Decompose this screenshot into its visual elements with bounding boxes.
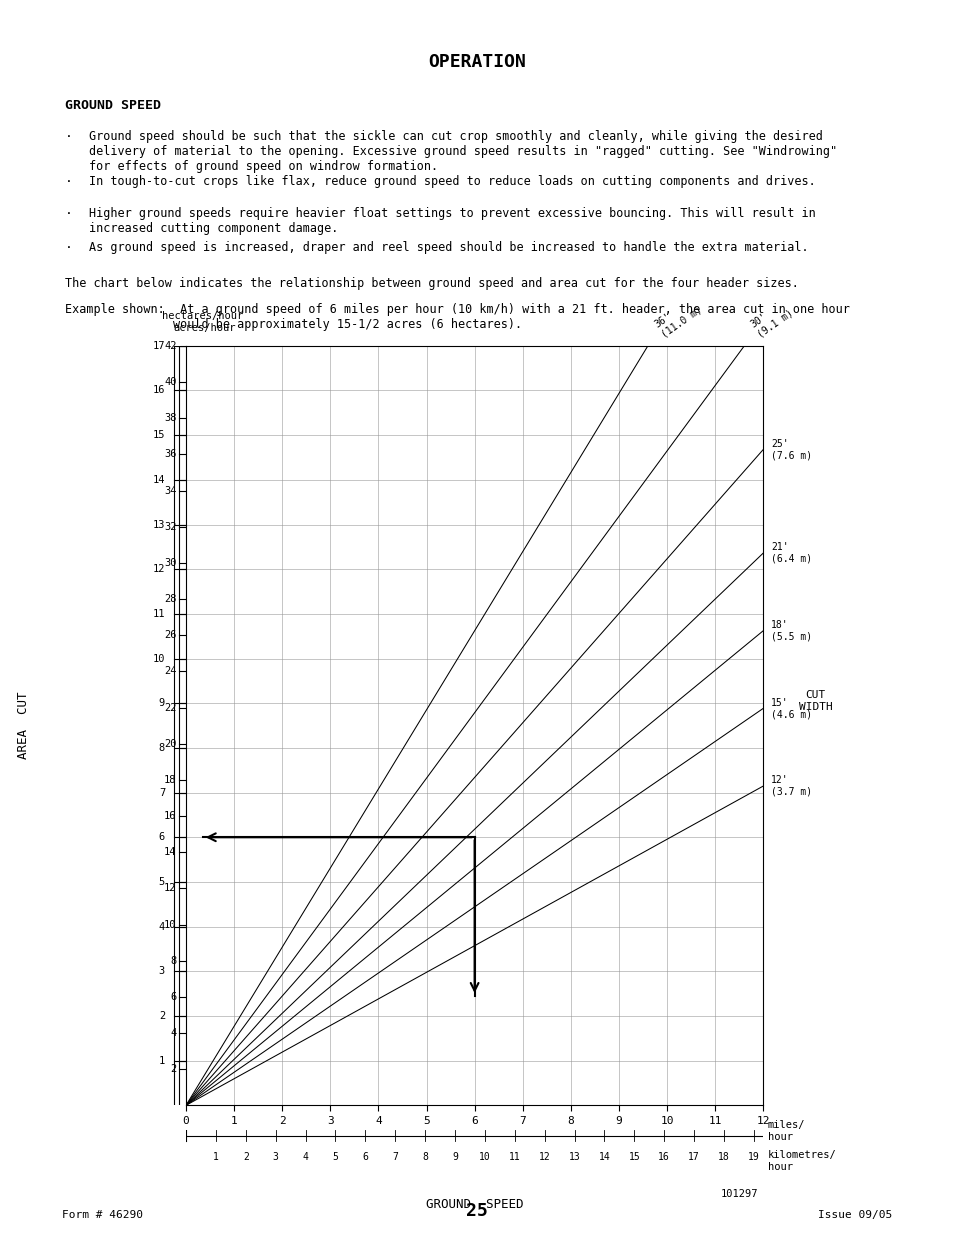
Text: 25: 25 [466, 1202, 487, 1220]
Text: 34: 34 [164, 485, 176, 495]
Text: 8: 8 [158, 743, 165, 753]
Text: 22: 22 [164, 703, 176, 713]
Text: CUT
WIDTH: CUT WIDTH [798, 690, 832, 711]
Text: 10: 10 [478, 1152, 490, 1162]
Text: 26: 26 [164, 630, 176, 640]
Text: Issue 09/05: Issue 09/05 [817, 1210, 891, 1220]
Text: 14: 14 [152, 474, 165, 485]
Text: 3: 3 [158, 966, 165, 977]
Text: 17: 17 [687, 1152, 700, 1162]
Text: Form # 46290: Form # 46290 [62, 1210, 143, 1220]
Text: 13: 13 [152, 520, 165, 530]
Text: Ground speed should be such that the sickle can cut crop smoothly and cleanly, w: Ground speed should be such that the sic… [89, 130, 836, 173]
Text: 8: 8 [422, 1152, 428, 1162]
Text: 9: 9 [158, 698, 165, 708]
Text: 14: 14 [164, 847, 176, 857]
Text: 17: 17 [152, 341, 165, 351]
Text: 4: 4 [158, 921, 165, 931]
Text: 15'
(4.6 m): 15' (4.6 m) [770, 698, 811, 719]
Text: 40: 40 [164, 377, 176, 387]
Text: 36'
(11.0 m): 36' (11.0 m) [652, 295, 702, 340]
Text: 32: 32 [164, 521, 176, 532]
Text: AREA  CUT: AREA CUT [17, 692, 30, 760]
Text: 5: 5 [158, 877, 165, 887]
Text: 11: 11 [152, 609, 165, 619]
Text: 2: 2 [170, 1065, 176, 1074]
Text: kilometres/
hour: kilometres/ hour [767, 1150, 836, 1172]
Text: 1: 1 [213, 1152, 218, 1162]
Text: As ground speed is increased, draper and reel speed should be increased to handl: As ground speed is increased, draper and… [89, 241, 807, 254]
Text: OPERATION: OPERATION [428, 53, 525, 72]
Text: 20: 20 [164, 739, 176, 748]
Text: 18: 18 [164, 774, 176, 785]
Text: 19: 19 [747, 1152, 759, 1162]
Text: 16: 16 [164, 811, 176, 821]
Text: 42: 42 [164, 341, 176, 351]
Text: 30'
(9.1 m): 30' (9.1 m) [748, 299, 795, 340]
Text: 7: 7 [392, 1152, 397, 1162]
Text: hectares/hour: hectares/hour [162, 311, 243, 321]
Text: 15: 15 [152, 430, 165, 440]
Text: 10: 10 [164, 920, 176, 930]
Text: 38: 38 [164, 414, 176, 424]
Text: Example shown:: Example shown: [65, 303, 165, 316]
Text: GROUND SPEED: GROUND SPEED [65, 99, 161, 112]
Text: 16: 16 [152, 385, 165, 395]
Text: 7: 7 [158, 788, 165, 798]
Text: At a ground speed of 6 miles per hour (10 km/h) with a 21 ft. header, the area c: At a ground speed of 6 miles per hour (1… [172, 303, 849, 331]
Text: 14: 14 [598, 1152, 610, 1162]
Text: Higher ground speeds require heavier float settings to prevent excessive bouncin: Higher ground speeds require heavier flo… [89, 207, 815, 236]
Text: 13: 13 [568, 1152, 579, 1162]
Text: 24: 24 [164, 667, 176, 677]
Text: 11: 11 [508, 1152, 520, 1162]
Text: 12: 12 [538, 1152, 550, 1162]
Text: 3: 3 [273, 1152, 278, 1162]
Text: ·: · [65, 175, 72, 189]
Text: 12: 12 [164, 883, 176, 893]
Text: 12'
(3.7 m): 12' (3.7 m) [770, 776, 811, 797]
Text: 5: 5 [333, 1152, 338, 1162]
Text: 4: 4 [170, 1028, 176, 1037]
Text: 18: 18 [718, 1152, 729, 1162]
Text: 2: 2 [243, 1152, 249, 1162]
Text: 10: 10 [152, 653, 165, 663]
Text: The chart below indicates the relationship between ground speed and area cut for: The chart below indicates the relationsh… [65, 277, 798, 290]
Text: GROUND  SPEED: GROUND SPEED [425, 1198, 523, 1212]
Text: acres/hour: acres/hour [173, 324, 236, 333]
Text: 8: 8 [170, 956, 176, 966]
Text: 2: 2 [158, 1011, 165, 1021]
Text: 30: 30 [164, 558, 176, 568]
Text: 4: 4 [302, 1152, 308, 1162]
Text: ·: · [65, 207, 72, 221]
Text: 9: 9 [452, 1152, 457, 1162]
Text: 101297: 101297 [720, 1189, 758, 1199]
Text: 21'
(6.4 m): 21' (6.4 m) [770, 542, 811, 564]
Text: 1: 1 [158, 1056, 165, 1066]
Text: 6: 6 [158, 832, 165, 842]
Text: In tough-to-cut crops like flax, reduce ground speed to reduce loads on cutting : In tough-to-cut crops like flax, reduce … [89, 175, 815, 189]
Text: 28: 28 [164, 594, 176, 604]
Text: 15: 15 [628, 1152, 639, 1162]
Text: 36: 36 [164, 450, 176, 459]
Text: 6: 6 [362, 1152, 368, 1162]
Text: miles/
hour: miles/ hour [767, 1120, 804, 1141]
Text: 18'
(5.5 m): 18' (5.5 m) [770, 620, 811, 641]
Text: 6: 6 [170, 992, 176, 1002]
Text: ·: · [65, 241, 72, 254]
Text: 12: 12 [152, 564, 165, 574]
Text: 25'
(7.6 m): 25' (7.6 m) [770, 438, 811, 461]
Text: ·: · [65, 130, 72, 143]
Text: 16: 16 [658, 1152, 669, 1162]
